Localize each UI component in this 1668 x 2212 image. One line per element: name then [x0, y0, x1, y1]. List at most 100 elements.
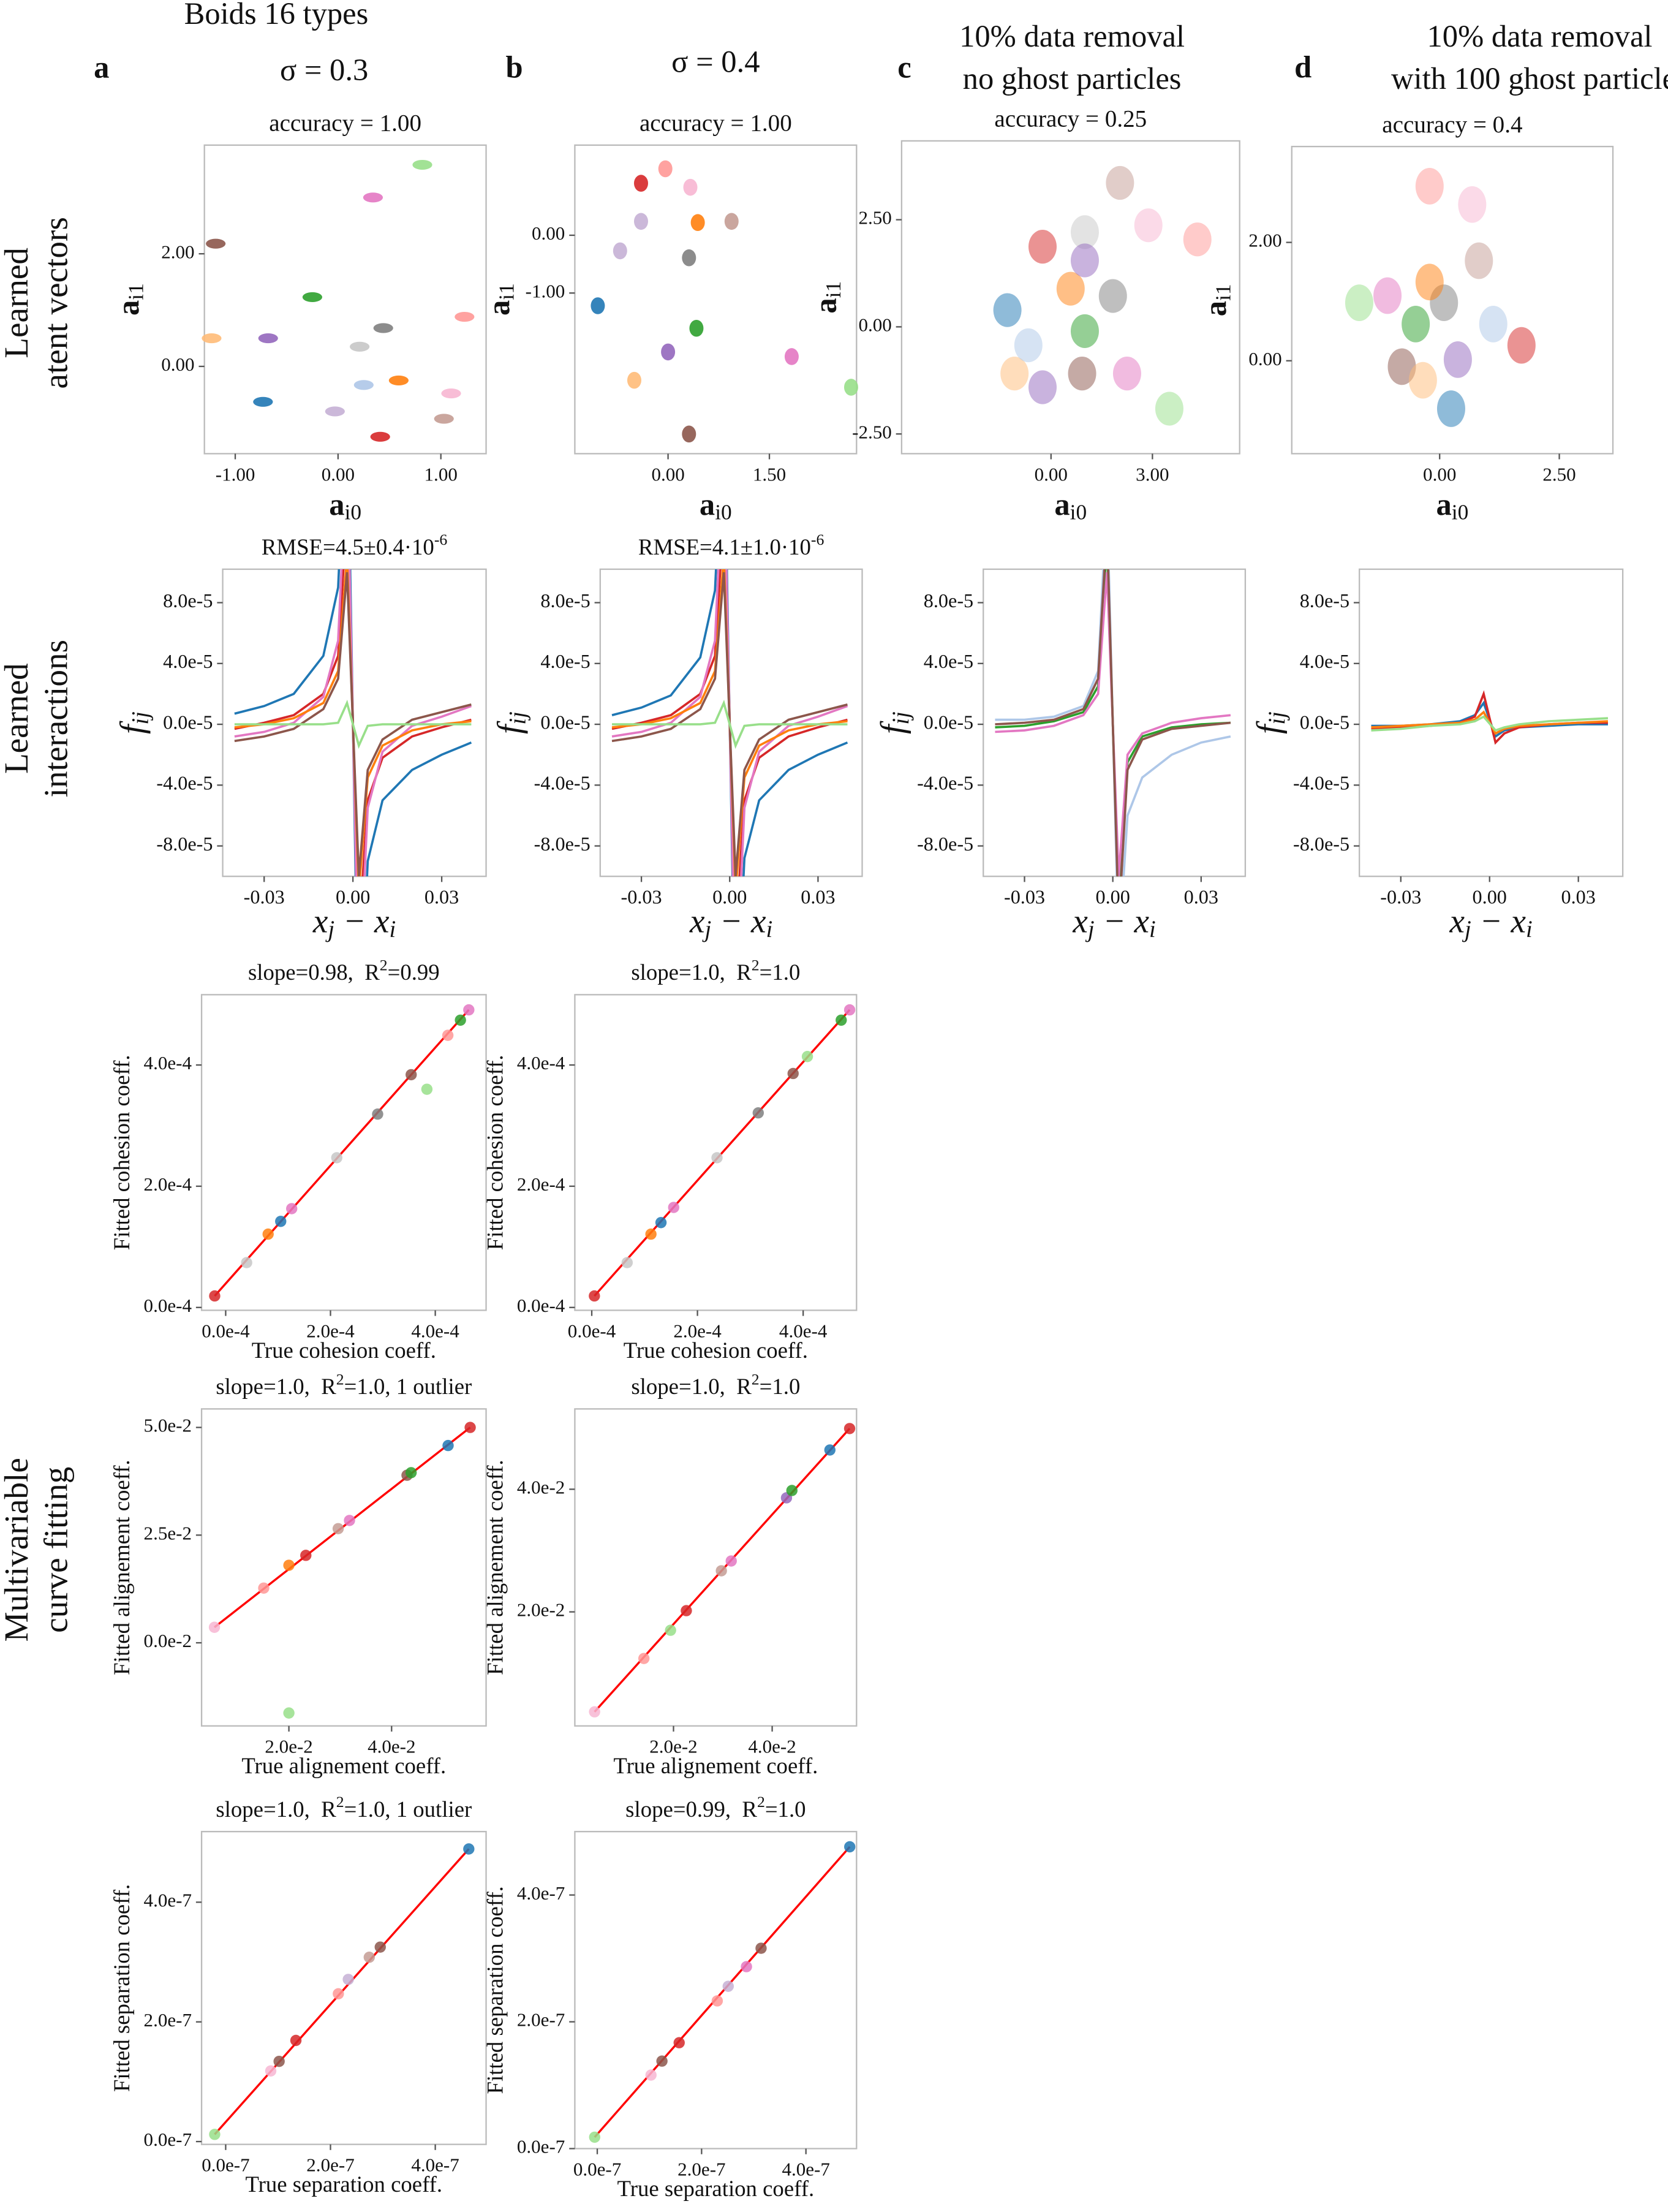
row-label: interactions	[37, 640, 75, 797]
point	[843, 1004, 856, 1016]
y-axis-label-part: a	[1198, 301, 1232, 316]
chart-title: RMSE=4.1±1.0·10-6	[638, 531, 825, 559]
point	[388, 375, 409, 385]
point	[627, 371, 641, 389]
point	[455, 312, 475, 322]
y-tick-label: 0.0e-5	[163, 711, 213, 733]
point	[350, 341, 370, 352]
x-tick-label: 0.0e-7	[202, 2154, 249, 2176]
point	[589, 1290, 600, 1302]
x-tick-label: 2.0e-2	[265, 1736, 312, 1757]
point	[283, 1559, 295, 1571]
y-tick-label: 2.0e-4	[144, 1173, 192, 1195]
panel-letter: b	[505, 50, 523, 85]
x-tick-label: 4.0e-4	[779, 1320, 828, 1341]
x-tick-label: 0.0e-7	[573, 2158, 621, 2180]
point	[421, 1083, 433, 1095]
point	[689, 319, 704, 337]
point	[258, 333, 278, 344]
point	[787, 1067, 799, 1080]
x-axis-label-part: x	[689, 902, 705, 939]
y-tick-label: 4.0e-5	[163, 650, 213, 672]
x-tick-label: 2.50	[1542, 463, 1576, 485]
point	[1415, 263, 1444, 301]
point	[332, 1523, 344, 1534]
panel-letter: c	[897, 50, 911, 85]
y-tick-label: 8.0e-5	[163, 589, 213, 612]
y-axis-label-part: a	[111, 300, 145, 316]
y-tick-label: -8.0e-5	[1293, 833, 1349, 855]
point	[633, 175, 648, 192]
y-tick-label: 0.0e-4	[517, 1295, 565, 1316]
x-tick-label: 0.00	[336, 885, 370, 907]
point	[283, 1707, 295, 1719]
point	[682, 425, 696, 443]
y-tick-label: 4.0e-4	[144, 1052, 192, 1074]
point	[589, 1706, 600, 1718]
point	[412, 159, 432, 170]
point	[668, 1202, 679, 1213]
point	[722, 1980, 734, 1992]
y-tick-label: 4.0e-2	[517, 1477, 565, 1498]
point	[665, 1624, 676, 1636]
point	[209, 2129, 221, 2140]
y-tick-label: 2.50	[858, 207, 891, 229]
chart-title: slope=0.98, R2=0.99	[248, 956, 440, 985]
curve	[234, 699, 472, 749]
point	[1387, 348, 1416, 385]
y-axis-label-part: a	[808, 298, 842, 313]
x-axis-label: True separation coeff.	[246, 2172, 443, 2197]
point	[683, 178, 698, 196]
x-tick-label: 0.00	[651, 463, 684, 485]
point	[300, 1550, 312, 1561]
chart-title-part: =1.0	[760, 960, 801, 985]
y-tick-label: 4.0e-7	[144, 1890, 192, 1911]
x-axis-label: xj − xi	[312, 902, 396, 942]
x-tick-label: 4.0e-2	[368, 1736, 415, 1757]
plot-frame	[574, 144, 858, 455]
column-header: σ = 0.4	[671, 44, 760, 78]
chart-title-part: slope=1.0, R	[216, 1374, 336, 1400]
point	[1028, 230, 1057, 264]
y-axis-label-part: ij	[888, 711, 914, 724]
y-tick-label: 0.0e-4	[144, 1295, 192, 1316]
plot-frame	[900, 140, 1240, 455]
chart-title: RMSE=4.5±0.4·10-6	[262, 531, 448, 559]
point	[843, 1423, 856, 1434]
y-axis-label-part: i1	[124, 283, 148, 300]
point	[273, 2055, 285, 2067]
y-tick-label: 0.00	[858, 314, 891, 336]
x-tick-label: -1.00	[216, 463, 255, 485]
point	[1507, 327, 1536, 364]
plot-frame	[574, 1831, 858, 2150]
point	[638, 1653, 650, 1664]
x-tick-label: 4.0e-4	[411, 1320, 459, 1341]
y-tick-label: -4.0e-5	[1293, 772, 1349, 794]
x-tick-label: 0.00	[1473, 885, 1507, 907]
point	[655, 1217, 667, 1229]
y-tick-label: 2.00	[161, 241, 194, 262]
x-tick-label: 0.00	[1035, 463, 1068, 485]
point	[1443, 341, 1472, 378]
x-tick-label: 4.0e-7	[411, 2154, 459, 2176]
y-axis-label: Fitted alignement coeff.	[109, 1460, 134, 1675]
x-tick-label: 2.0e-2	[649, 1736, 697, 1757]
point	[613, 242, 627, 260]
y-tick-label: 5.0e-2	[144, 1415, 192, 1436]
point	[786, 1485, 798, 1496]
chart-title-part: -6	[434, 531, 448, 548]
x-axis-label-part: − x	[1095, 902, 1150, 939]
chart-title-part: =0.99	[388, 960, 440, 985]
y-axis-label: ai1	[1198, 284, 1236, 316]
x-tick-label: 0.00	[1423, 463, 1456, 485]
x-axis-label-part: − x	[1471, 902, 1526, 939]
chart-title-part: slope=0.99, R	[625, 1797, 757, 1822]
point	[241, 1257, 252, 1268]
x-axis-label-part: x	[1072, 902, 1088, 939]
chart-title-part: RMSE=4.1±1.0·10	[638, 534, 811, 559]
y-tick-label: 0.0e-2	[144, 1630, 192, 1651]
point	[1070, 243, 1099, 278]
point	[658, 160, 673, 178]
point	[1415, 167, 1444, 205]
